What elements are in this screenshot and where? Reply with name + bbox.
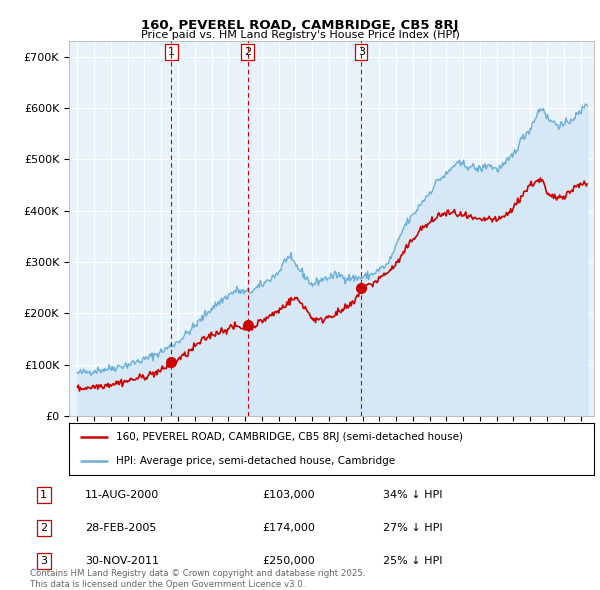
Text: 11-AUG-2000: 11-AUG-2000 (85, 490, 160, 500)
Text: 28-FEB-2005: 28-FEB-2005 (85, 523, 157, 533)
Text: 3: 3 (40, 556, 47, 566)
Text: 1: 1 (168, 47, 175, 57)
Text: 25% ↓ HPI: 25% ↓ HPI (383, 556, 443, 566)
Text: 1: 1 (40, 490, 47, 500)
Text: £250,000: £250,000 (262, 556, 314, 566)
Text: £103,000: £103,000 (262, 490, 314, 500)
Text: 3: 3 (358, 47, 365, 57)
Text: 2: 2 (244, 47, 251, 57)
Text: 2: 2 (40, 523, 47, 533)
Text: HPI: Average price, semi-detached house, Cambridge: HPI: Average price, semi-detached house,… (116, 456, 395, 466)
Text: 34% ↓ HPI: 34% ↓ HPI (383, 490, 443, 500)
Text: 30-NOV-2011: 30-NOV-2011 (85, 556, 159, 566)
Text: £174,000: £174,000 (262, 523, 315, 533)
Text: Contains HM Land Registry data © Crown copyright and database right 2025.
This d: Contains HM Land Registry data © Crown c… (30, 569, 365, 589)
Text: Price paid vs. HM Land Registry's House Price Index (HPI): Price paid vs. HM Land Registry's House … (140, 30, 460, 40)
Text: 160, PEVEREL ROAD, CAMBRIDGE, CB5 8RJ (semi-detached house): 160, PEVEREL ROAD, CAMBRIDGE, CB5 8RJ (s… (116, 432, 463, 442)
Text: 27% ↓ HPI: 27% ↓ HPI (383, 523, 443, 533)
Text: 160, PEVEREL ROAD, CAMBRIDGE, CB5 8RJ: 160, PEVEREL ROAD, CAMBRIDGE, CB5 8RJ (141, 19, 459, 32)
